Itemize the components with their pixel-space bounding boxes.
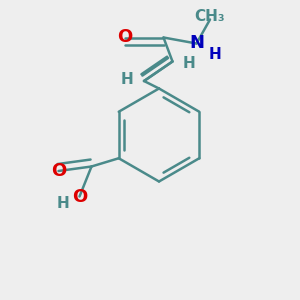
Text: H: H [183, 56, 195, 70]
Text: H: H [208, 46, 221, 62]
Text: O: O [117, 28, 132, 46]
Text: N: N [189, 34, 204, 52]
Text: O: O [51, 162, 66, 180]
Text: H: H [57, 196, 69, 211]
Text: O: O [72, 188, 87, 206]
Text: CH₃: CH₃ [195, 9, 225, 24]
Text: H: H [121, 72, 134, 87]
